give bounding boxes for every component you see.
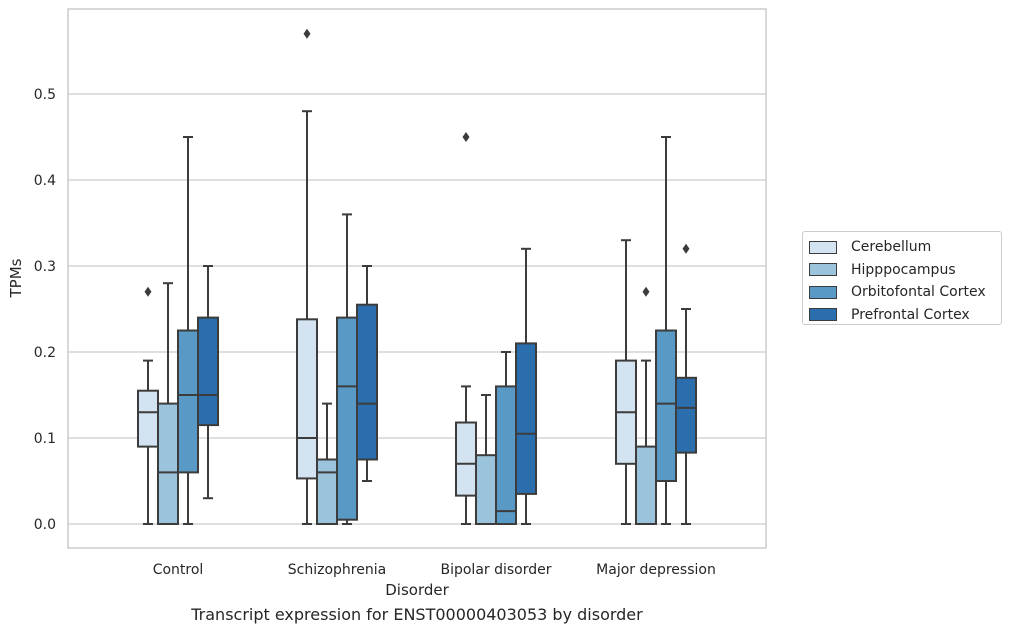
y-tick-label: 0.0	[34, 517, 56, 533]
box-body	[635, 445, 657, 526]
box-prefrontal-cortex-schizophrenia	[356, 265, 378, 482]
box-body	[197, 316, 219, 427]
y-tick-label: 0.5	[34, 87, 56, 103]
outlier-point	[144, 286, 152, 297]
box-orbitofontal-cortex-schizophrenia	[336, 213, 358, 525]
box-cerebellum-control	[137, 286, 159, 525]
box-hipppocampus-major-depression	[635, 286, 657, 526]
outlier-point	[682, 243, 690, 254]
legend-label: Prefrontal Cortex	[851, 306, 970, 323]
box-body	[475, 454, 497, 526]
box-body	[356, 303, 378, 461]
box-orbitofontal-cortex-major-depression	[655, 136, 677, 525]
boxes	[137, 28, 697, 526]
y-tick-label: 0.4	[34, 173, 56, 189]
x-tick-label: Major depression	[596, 562, 716, 578]
legend-item-prefrontal-cortex: Prefrontal Cortex	[809, 304, 1001, 327]
legend-swatch	[809, 308, 837, 322]
box-body	[137, 389, 159, 448]
outlier-point	[462, 132, 470, 142]
y-tick-labels: 0.0 0.1 0.2 0.3 0.4 0.5	[34, 87, 56, 533]
legend-item-cerebellum: Cerebellum	[809, 236, 1001, 259]
box-hipppocampus-schizophrenia	[316, 402, 338, 525]
legend-label: Cerebellum	[851, 239, 932, 256]
legend-label: Orbitofontal Cortex	[851, 284, 986, 301]
x-tick-label: Schizophrenia	[288, 562, 386, 578]
box-body	[316, 458, 338, 525]
outlier-point	[642, 286, 650, 297]
legend-label: Hipppocampus	[851, 261, 956, 278]
box-body	[515, 342, 537, 495]
y-tick-label: 0.2	[34, 345, 56, 361]
box-body	[655, 329, 677, 482]
legend: Cerebellum Hipppocampus Orbitofontal Cor…	[802, 231, 1002, 325]
x-axis-label: Disorder	[385, 581, 449, 599]
box-cerebellum-major-depression	[615, 239, 637, 525]
y-tick-label: 0.3	[34, 259, 56, 275]
legend-swatch	[809, 240, 837, 254]
box-body	[495, 385, 517, 525]
legend-item-orbitofrontal-cortex: Orbitofontal Cortex	[809, 281, 1001, 304]
box-prefrontal-cortex-control	[197, 265, 219, 500]
box-cerebellum-bipolar-disorder	[455, 132, 477, 525]
y-axis-label: TPMs	[7, 258, 25, 298]
x-tick-label: Control	[153, 562, 204, 578]
box-orbitofontal-cortex-control	[177, 136, 199, 525]
chart-caption: Transcript expression for ENST0000040305…	[191, 605, 643, 624]
box-body	[177, 329, 199, 474]
x-tick-labels: Control Schizophrenia Bipolar disorder Majo…	[153, 562, 716, 578]
legend-item-hippocampus: Hipppocampus	[809, 259, 1001, 282]
box-body	[455, 421, 477, 497]
box-body	[157, 402, 179, 526]
legend-swatch	[809, 285, 837, 299]
box-body	[336, 316, 358, 521]
box-body	[296, 318, 318, 480]
legend-swatch	[809, 263, 837, 277]
x-tick-label: Bipolar disorder	[440, 562, 551, 578]
box-prefrontal-cortex-bipolar-disorder	[515, 247, 537, 525]
box-body	[675, 376, 697, 454]
outlier-point	[303, 28, 311, 39]
y-tick-label: 0.1	[34, 431, 56, 447]
box-cerebellum-schizophrenia	[296, 28, 318, 525]
box-prefrontal-cortex-major-depression	[675, 243, 697, 525]
